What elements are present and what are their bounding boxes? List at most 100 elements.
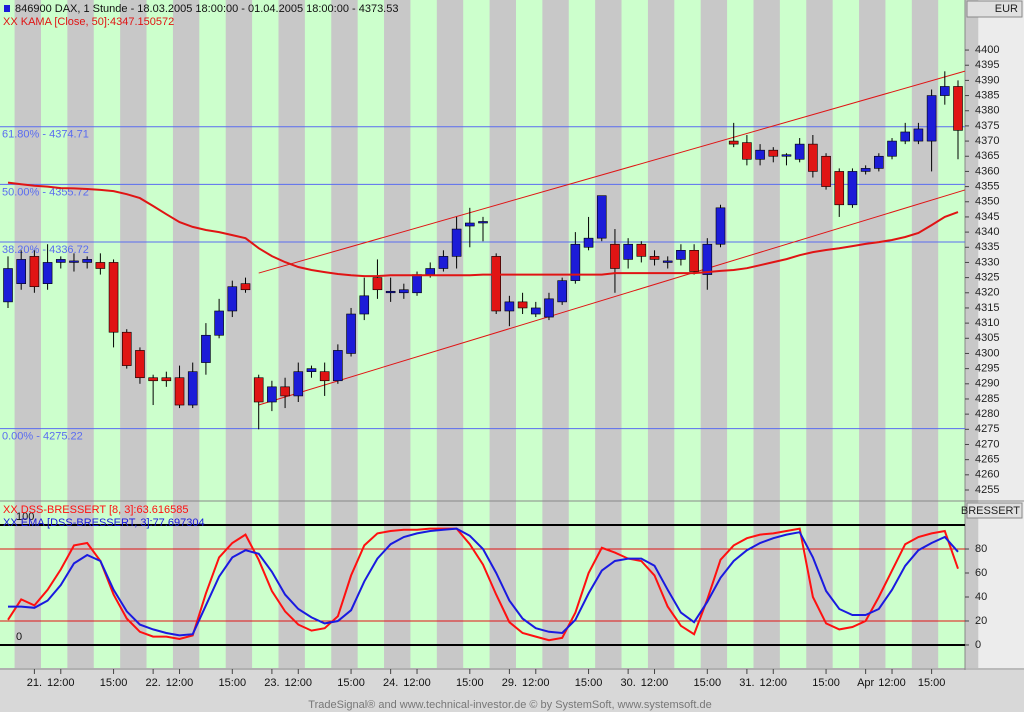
stripe [911,0,926,668]
candle-body [451,228,462,257]
candle-body [926,95,937,142]
y-tick-label: 4355 [975,180,999,192]
stripe [225,0,240,668]
candle-body [161,377,172,382]
stripe [661,0,675,668]
candle-body [610,243,620,269]
stripe [423,0,438,668]
candle-body [438,256,449,269]
candle-body [728,140,739,145]
title-icon [4,5,10,12]
candle-body [953,86,963,131]
y-tick-label: 4325 [975,272,999,284]
candle-body [174,377,185,406]
candle-body [240,283,251,291]
x-tick-label: 21. [27,677,42,689]
y-tick-label: 4340 [975,226,999,238]
x-tick-label: 23. [264,677,279,689]
candle-body [596,195,607,239]
y-tick-label: 4280 [975,408,999,420]
y-tick-label: 4295 [975,363,999,375]
stripe [1,0,16,668]
x-tick-label: 15:00 [575,677,603,689]
y-tick-label: 4365 [975,150,999,162]
stripe [502,0,517,668]
candle-body [29,256,40,288]
trend-line [258,189,966,406]
candle-body [267,386,277,403]
x-tick-label: 12:00 [641,677,669,689]
x-tick-label: 30. [620,677,635,689]
stripe [291,0,306,668]
y-tick-label: 4320 [975,287,999,299]
stripe [410,0,425,668]
candle-body [768,149,779,157]
candle-body [412,274,422,294]
candle-body [794,143,805,160]
candle-body [280,386,290,397]
x-tick-label: 15:00 [337,677,365,689]
indicator-line [7,181,959,278]
stripe [27,0,42,668]
stripe [568,0,583,668]
candle-body [399,289,409,294]
footer: TradeSignal® and www.technical-investor.… [308,699,711,711]
y-tick-label: 80 [975,543,987,555]
stripe [14,0,29,668]
stripe [793,0,807,668]
y-tick-label: 4385 [975,89,999,101]
candle-body [95,262,106,269]
candle-body [676,250,686,260]
level-label: 61.80% - 4374.71 [2,129,89,141]
candle-body [478,221,488,224]
currency-box [966,0,1023,18]
candle-body [940,86,950,96]
stripe [238,0,253,668]
stripe [436,0,451,668]
candle-body [227,286,238,312]
y-tick-label: 4330 [975,256,999,268]
y-tick-label: 40 [975,591,987,603]
candle-body [517,301,528,309]
stripe [740,0,754,668]
y-tick-label: 4375 [975,120,999,132]
candle-body [465,222,475,227]
x-tick-label: 15:00 [694,677,722,689]
y-tick-label: 4260 [975,469,999,481]
x-tick-label: 15:00 [812,677,840,689]
stripe [0,0,2,668]
x-tick-label: 15:00 [100,677,128,689]
stripe [450,0,464,668]
candle-body [649,256,660,260]
stripe [146,0,161,668]
stripe [463,0,477,668]
stripe [252,0,266,668]
candle-body [148,377,158,382]
candle-body [847,171,858,206]
bound-label: 0 [16,631,22,643]
candle-body [346,313,356,354]
stripe [186,0,200,668]
stripe [621,0,636,668]
candle-body [293,371,304,397]
stripe [766,0,781,668]
stripe [898,0,913,668]
candle-body [689,250,699,272]
level-label: 50.00% - 4355.72 [2,186,89,198]
candle-body [319,371,330,382]
candle-body [860,168,871,172]
x-tick-label: 15:00 [918,677,946,689]
stripe [515,0,530,668]
stripe [700,0,715,668]
y-tick-label: 60 [975,567,987,579]
candle-body [201,334,211,363]
stripe [476,0,491,668]
y-tick-label: 4400 [975,44,999,56]
y-tick-label: 4370 [975,135,999,147]
x-tick-label: Apr [857,677,874,689]
candle-body [742,142,752,160]
stripe [265,0,279,668]
stripe [278,0,293,668]
level-label: 38.20% - 4336.72 [2,244,89,256]
